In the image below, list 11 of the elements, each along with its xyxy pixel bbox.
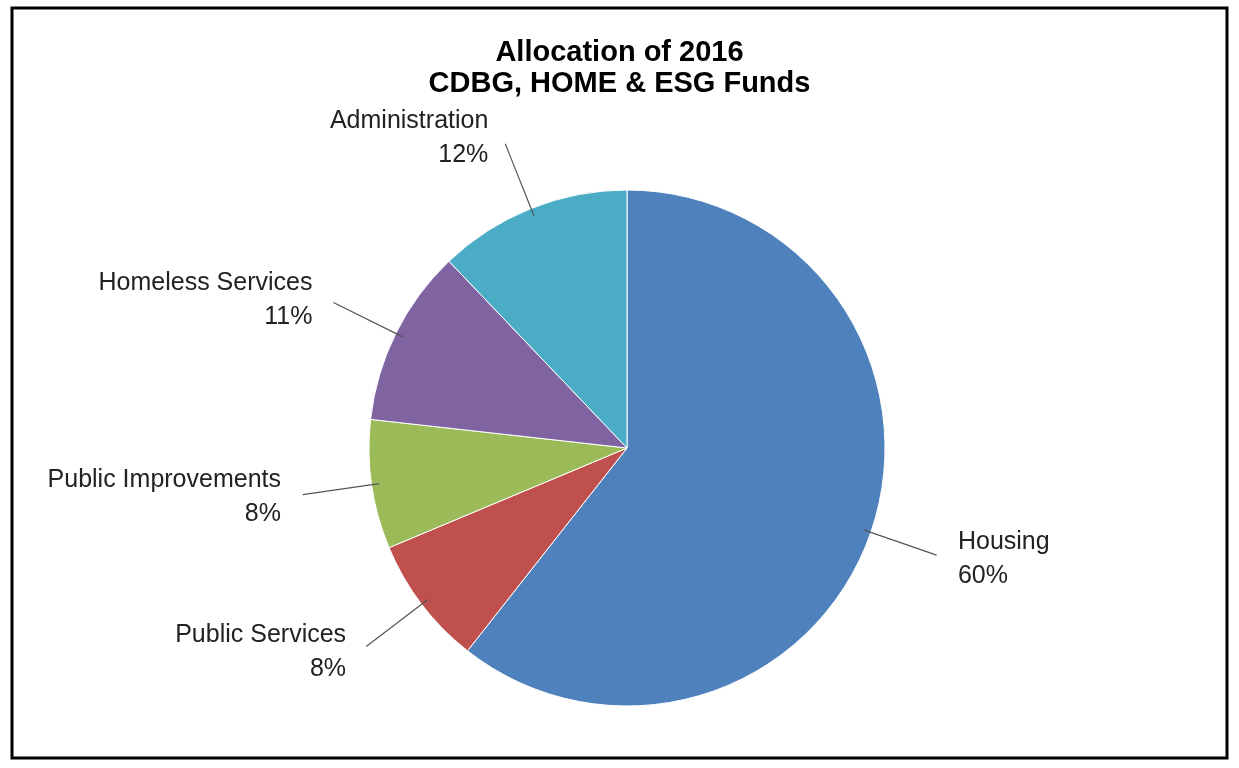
chart-title: Allocation of 2016 CDBG, HOME & ESG Funds	[428, 35, 811, 98]
slice-label: Housing	[957, 525, 1050, 554]
data-label: 11%	[264, 301, 313, 330]
slice-label: Administration	[329, 104, 489, 133]
data-label: 8%	[309, 653, 347, 682]
slice-label: Public Services	[175, 619, 347, 648]
slice-label: Public Improvements	[47, 463, 282, 492]
slice-label: Homeless Services	[98, 267, 313, 296]
data-label: 60%	[957, 559, 1008, 588]
data-label: 12%	[438, 138, 489, 167]
data-label: 8%	[244, 497, 282, 526]
